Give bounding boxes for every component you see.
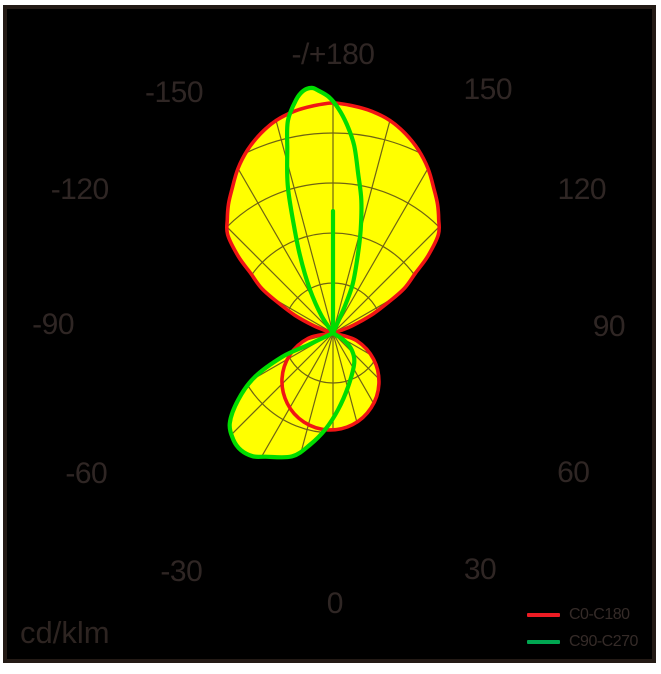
angle-label-90: 90 xyxy=(592,310,626,344)
grid-ray xyxy=(262,332,334,458)
grid-ray xyxy=(226,332,334,458)
legend-item-c90-c270: C90-C270 xyxy=(527,630,647,653)
grid-ray xyxy=(332,332,440,458)
red-line-swatch xyxy=(527,612,560,617)
legend-item-c0-c180: C0-C180 xyxy=(527,603,647,626)
legend-label: C0-C180 xyxy=(569,605,630,623)
angle-label--60: -60 xyxy=(65,456,108,490)
grid-ray xyxy=(332,98,440,334)
legend-label: C90-C270 xyxy=(569,632,638,650)
angle-label--30: -30 xyxy=(160,554,203,588)
angle-label--90: -90 xyxy=(32,308,75,342)
unit-label: cd/klm xyxy=(20,615,110,650)
c90-c270-curve xyxy=(227,85,364,460)
green-line-swatch xyxy=(527,639,560,644)
angle-label-150: 150 xyxy=(463,73,513,107)
angle-label-0: 0 xyxy=(326,586,344,620)
legend: C0-C180 C90-C270 xyxy=(527,603,647,657)
grid-ray xyxy=(226,197,334,334)
grid-ray xyxy=(226,141,334,334)
grid-ray xyxy=(332,141,440,334)
angle-label-30: 30 xyxy=(463,553,497,587)
grid-ray xyxy=(332,197,440,334)
angle-label--120: -120 xyxy=(50,172,110,206)
angle-label-120: 120 xyxy=(557,172,607,206)
grid-ray xyxy=(226,332,334,458)
grid-ray xyxy=(226,332,334,458)
grid-ray xyxy=(332,332,404,458)
angle-label-180: -/+180 xyxy=(291,38,375,71)
angle-label-60: 60 xyxy=(557,455,590,489)
angle-label--150: -150 xyxy=(145,75,204,109)
